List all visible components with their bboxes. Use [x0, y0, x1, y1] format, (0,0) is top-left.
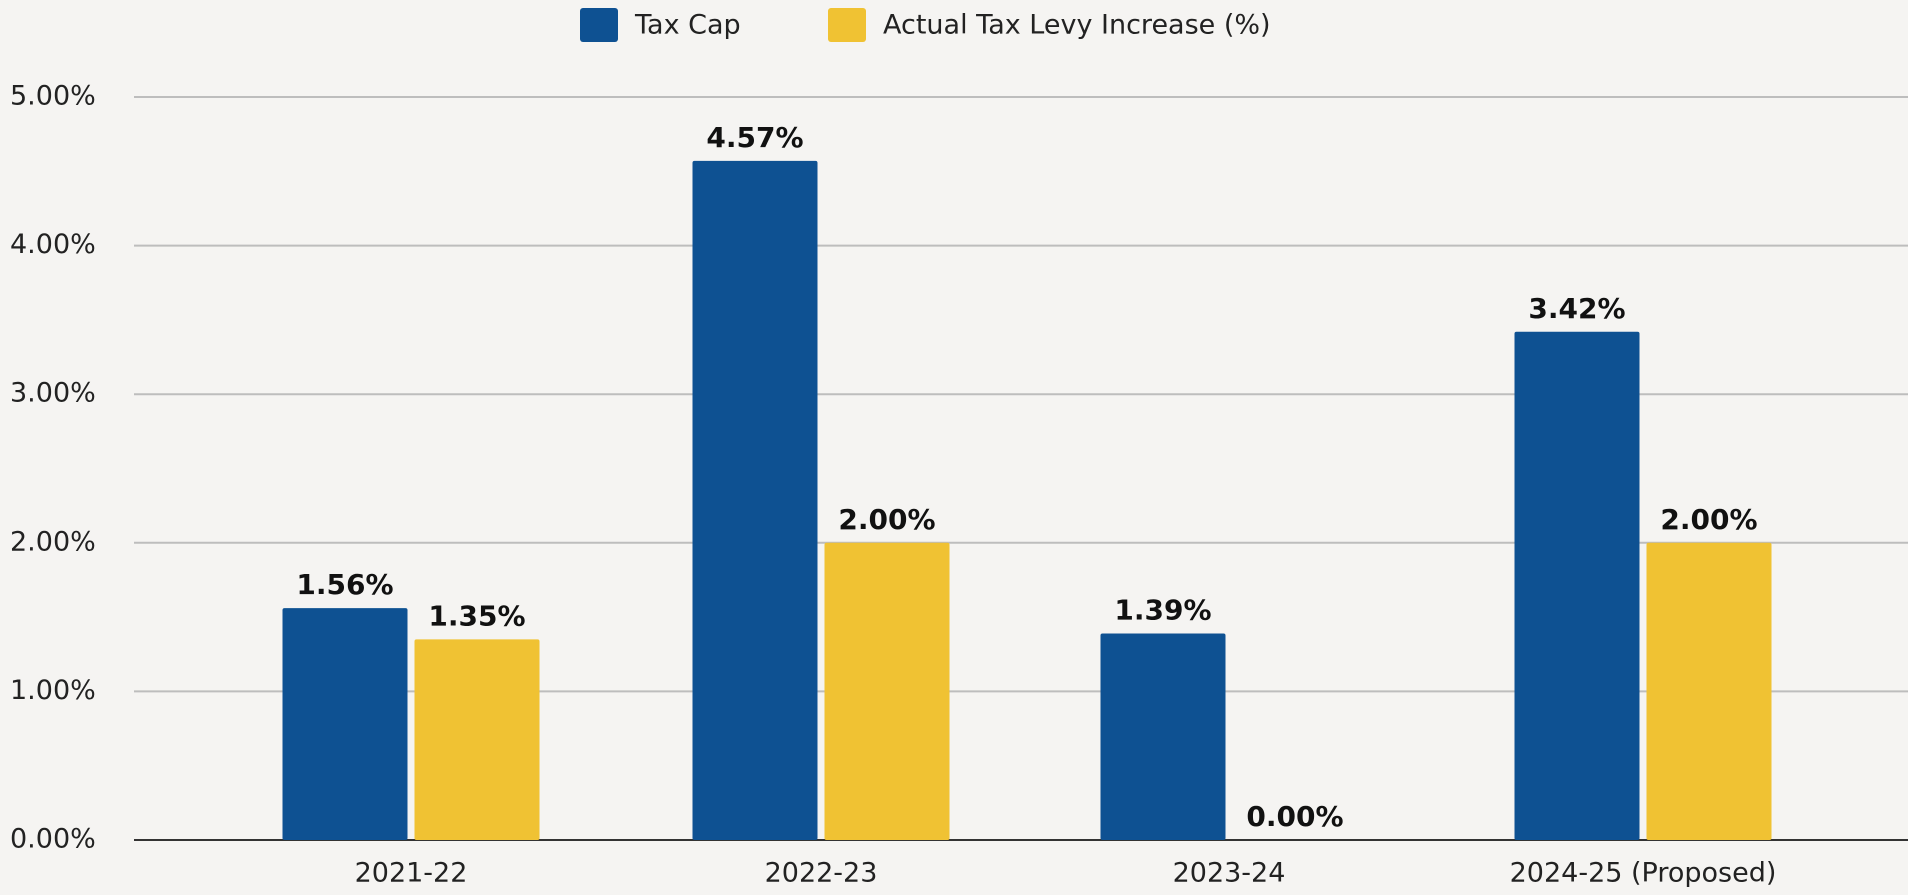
x-tick-label: 2023-24: [1173, 858, 1286, 889]
x-tick-label: 2022-23: [765, 858, 878, 889]
bar: [693, 161, 818, 840]
legend-label: Tax Cap: [634, 10, 741, 41]
bar: [1101, 633, 1226, 840]
value-label: 0.00%: [1246, 800, 1343, 833]
bar: [825, 543, 950, 840]
x-tick-label: 2021-22: [355, 858, 468, 889]
x-tick-label: 2024-25 (Proposed): [1510, 858, 1777, 889]
value-label: 1.56%: [296, 568, 393, 601]
y-tick-label: 3.00%: [10, 378, 96, 409]
page: 0.00% 1.00% 2.00% 3.00% 4.00% 5.00% Tax Cap Act…: [0, 0, 1908, 895]
value-label: 1.35%: [428, 599, 525, 632]
bar: [283, 608, 408, 840]
bar: [415, 639, 540, 840]
y-tick-label: 5.00%: [10, 81, 96, 112]
chart: 0.00% 1.00% 2.00% 3.00% 4.00% 5.00% Tax Cap Act…: [0, 0, 1908, 895]
bar: [1647, 543, 1772, 840]
y-tick-label: 1.00%: [10, 675, 96, 706]
y-tick-label: 4.00%: [10, 229, 96, 260]
legend-swatch: [828, 8, 866, 42]
bar: [1515, 332, 1640, 840]
value-label: 2.00%: [838, 503, 935, 536]
legend-label: Actual Tax Levy Increase (%): [883, 10, 1271, 41]
y-tick-label: 0.00%: [10, 824, 96, 855]
value-label: 2.00%: [1660, 503, 1757, 536]
value-label: 1.39%: [1114, 593, 1211, 626]
legend-swatch: [580, 8, 618, 42]
value-label: 4.57%: [706, 121, 803, 154]
y-tick-label: 2.00%: [10, 526, 96, 557]
value-label: 3.42%: [1528, 292, 1625, 325]
